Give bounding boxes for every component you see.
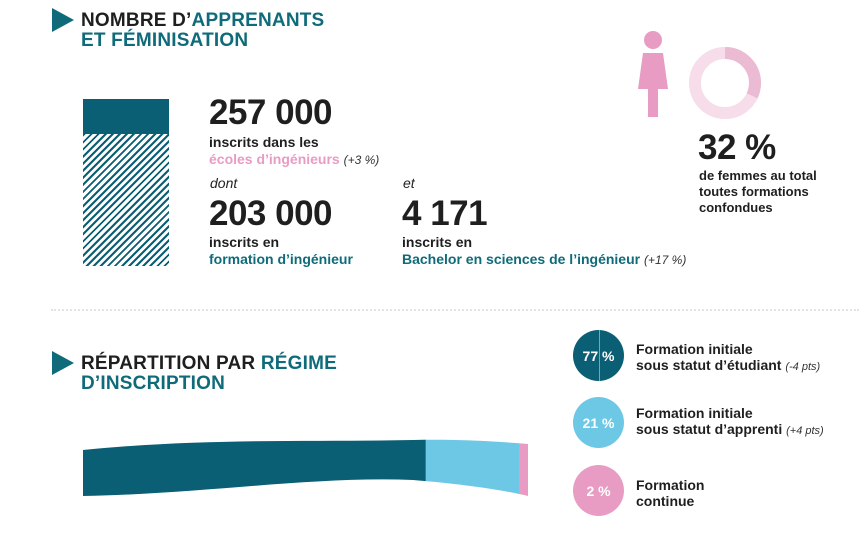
wave-segment-continue [519, 439, 528, 497]
total-label-line2: écoles d’ingénieurs [209, 151, 340, 167]
ingenieur-value: 203 000 [209, 194, 333, 233]
women-value: 32 % [698, 128, 776, 167]
regime-label-apprenti: Formation initiale sous statut d’apprent… [636, 405, 824, 439]
women-label-line3: confondues [699, 200, 773, 215]
regime-note-etudiant: (-4 pts) [785, 361, 821, 373]
regime-circle-etudiant: 77 % [573, 330, 624, 381]
regime-wave-chart [83, 439, 528, 497]
total-value: 257 000 [209, 93, 333, 132]
regime-label-continue-line2: continue [636, 493, 695, 509]
wave-segment-apprenti [425, 439, 520, 497]
bachelor-label-line2: Bachelor en sciences de l’ingénieur [402, 251, 641, 267]
regime-label-etudiant-line2: sous statut d’étudiant [636, 357, 782, 373]
enrollment-bar [83, 99, 169, 266]
bachelor-label: inscrits en Bachelor en sciences de l’in… [402, 234, 686, 269]
connector-dont: dont [210, 175, 238, 191]
regime-label-etudiant-line1: Formation initiale [636, 341, 753, 357]
donut-women-share [689, 47, 761, 119]
regime-circle-apprenti: 21 % [573, 397, 624, 448]
wave-segment-etudiant [83, 439, 427, 497]
section2-title-part2: RÉGIME [260, 353, 337, 374]
section1-title-part1: NOMBRE D’ [81, 10, 192, 31]
total-change: (+3 %) [343, 153, 380, 167]
ingenieur-label-line2: formation d’ingénieur [209, 251, 353, 267]
regime-circle-continue: 2 % [573, 465, 624, 516]
section2-title-line2: D’INSCRIPTION [81, 373, 226, 394]
section2-title: RÉPARTITION PAR RÉGIME D’INSCRIPTION [81, 354, 337, 394]
ingenieur-label: inscrits en formation d’ingénieur [209, 234, 353, 268]
women-donut [689, 47, 761, 119]
section1-title-line2: ET FÉMINISATION [81, 30, 249, 51]
section-triangle-icon [52, 8, 74, 32]
regime-label-etudiant: Formation initiale sous statut d’étudian… [636, 341, 820, 375]
regime-label-continue-line1: Formation [636, 477, 705, 493]
total-label-line1: inscrits dans les [209, 134, 319, 150]
section1-title-part2: APPRENANTS [191, 10, 325, 31]
woman-icon [638, 31, 668, 117]
section-divider [51, 309, 859, 311]
bachelor-change: (+17 %) [643, 253, 687, 267]
section2-title-part1: RÉPARTITION PAR [81, 353, 261, 374]
total-label: inscrits dans les écoles d’ingénieurs (+… [209, 134, 379, 169]
ingenieur-label-line1: inscrits en [209, 234, 280, 250]
regime-label-apprenti-line2: sous statut d’apprenti [636, 421, 783, 437]
regime-pct-etudiant: 77 % [582, 347, 615, 364]
women-label: de femmes au total toutes formations con… [699, 168, 817, 216]
bar-segment-ingenieur [83, 134, 169, 266]
section1-title: NOMBRE D’APPRENANTS ET FÉMINISATION [81, 11, 324, 51]
regime-label-continue: Formation continue [636, 477, 704, 509]
connector-et: et [403, 175, 415, 191]
bachelor-label-line1: inscrits en [402, 234, 473, 250]
circle-divider-line [599, 330, 600, 381]
section-triangle-icon [52, 351, 74, 375]
regime-pct-continue: 2 % [586, 482, 611, 499]
regime-label-apprenti-line1: Formation initiale [636, 405, 753, 421]
regime-pct-apprenti: 21 % [582, 414, 615, 431]
women-label-line2: toutes formations [699, 184, 809, 199]
women-label-line1: de femmes au total [699, 168, 817, 183]
bachelor-value: 4 171 [402, 194, 488, 233]
regime-note-apprenti: (+4 pts) [786, 425, 824, 437]
bar-segment-other [83, 99, 169, 134]
